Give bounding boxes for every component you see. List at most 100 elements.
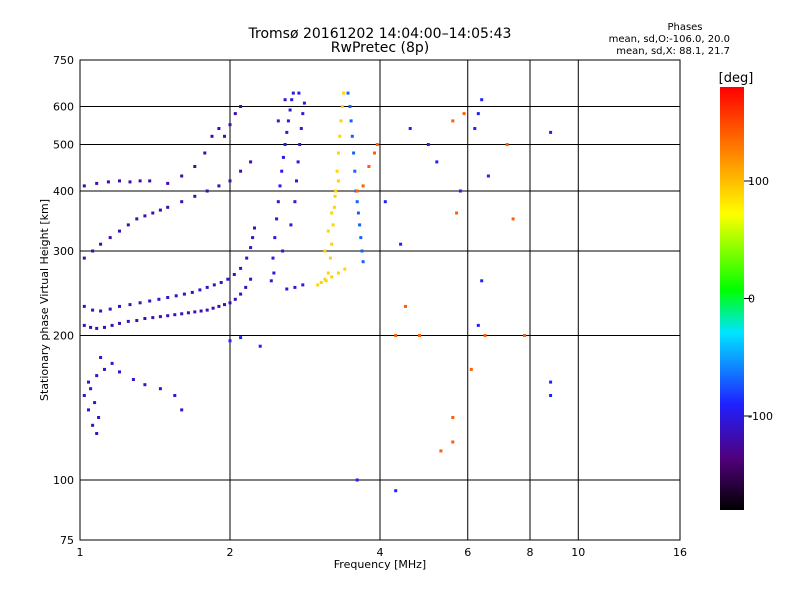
data-point [228,339,232,343]
data-point [346,91,350,95]
data-point [399,242,403,246]
data-point [394,334,398,337]
data-point [205,308,209,312]
data-point [143,214,147,218]
data-point [110,323,114,327]
data-point [205,189,209,193]
data-point [244,285,248,289]
data-point [173,313,177,317]
data-point [283,143,287,146]
data-point [182,292,186,296]
data-point [455,211,459,215]
data-point [158,315,162,319]
data-point [276,119,280,123]
data-point [151,316,155,320]
data-point [239,292,243,296]
data-point [166,314,170,318]
data-point [373,151,376,155]
plot-frame [79,59,681,541]
y-tick-label: 200 [53,330,74,343]
data-point [82,184,86,188]
colorbar [720,87,744,510]
data-point [342,91,346,95]
data-point [198,288,202,292]
data-point [476,323,480,327]
data-point [193,165,197,168]
data-point [418,334,421,337]
data-point [358,223,362,227]
data-point [228,123,232,127]
data-point [103,325,106,329]
data-point [158,387,162,391]
data-point [286,119,290,123]
y-axis-ticks: 75 100 200 300 400 500 600 750 [53,54,74,547]
phase-stats-header: Phases [667,22,703,33]
data-point [126,223,130,227]
data-point [451,119,455,123]
data-point [272,271,276,275]
data-point [326,229,330,233]
data-point [483,334,487,337]
data-point [158,208,162,212]
data-point [166,296,170,299]
colorbar-ticks: 100 0 -100 [744,175,773,423]
data-point [350,134,354,138]
data-point [95,181,99,185]
y-tick-label: 500 [53,139,74,152]
data-point [91,249,95,253]
data-point [355,200,359,204]
colorbar-label: [deg] [719,71,754,86]
data-point [118,304,121,308]
data-point [283,98,287,102]
data-point [93,401,97,405]
data-point [330,242,334,246]
data-point [293,285,297,289]
data-point [301,283,305,287]
data-point [333,194,337,198]
data-point [239,266,243,270]
data-point [486,174,490,178]
data-point [275,217,279,221]
data-point [269,279,273,283]
data-point [249,277,253,281]
data-point [298,143,302,146]
data-point [462,112,466,116]
data-point [180,174,184,178]
data-point [99,309,103,313]
data-point [361,260,365,264]
x-axis-label: Frequency [MHz] [334,558,426,571]
data-point [174,294,178,298]
data-point [280,169,284,173]
chart-title: Tromsø 20161202 14:04:00–14:05:43 [248,26,512,42]
y-tick-label: 300 [53,245,74,258]
colorbar-tick-label: 100 [748,175,769,188]
data-point [228,301,232,305]
data-point [331,223,335,227]
data-point [249,246,253,250]
data-point [91,423,95,427]
data-point [138,301,142,305]
data-point [285,130,289,134]
data-point [190,290,194,294]
data-point [126,319,130,323]
data-point [353,169,357,173]
data-point [82,256,86,260]
data-point [343,267,347,271]
data-point [193,194,197,198]
data-point [82,394,86,397]
data-point [361,184,365,188]
data-point [180,408,184,412]
data-point [99,242,103,246]
y-tick-label: 600 [53,101,74,114]
data-point [180,312,184,316]
data-point [245,256,249,260]
data-point [217,127,221,130]
data-point [476,112,480,116]
data-point [549,380,553,384]
data-point [323,249,327,253]
data-point [128,303,132,307]
data-point [239,169,243,173]
data-point [439,449,443,453]
data-point [173,394,177,397]
data-point [148,179,152,183]
